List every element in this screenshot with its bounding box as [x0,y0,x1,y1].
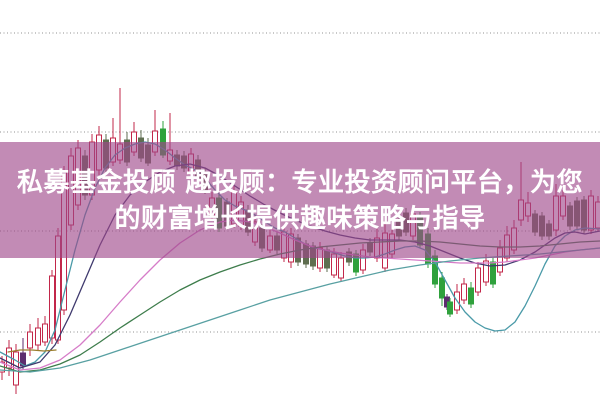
headline-line2: 的财富增长提供趣味策略与指导 [114,204,486,234]
headline-line1: 私募基金投顾 趣投顾：专业投资顾问平台，为您 [16,168,584,198]
overlay-band [0,142,600,258]
